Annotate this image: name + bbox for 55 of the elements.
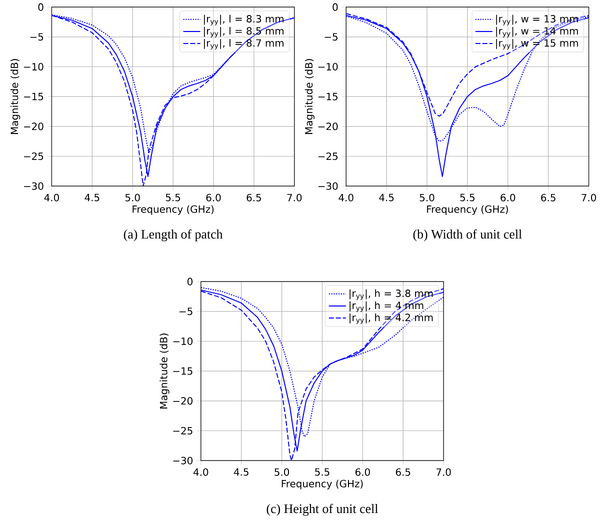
x-tick-label: 4.0 xyxy=(44,194,59,202)
x-tick-label: 4.5 xyxy=(379,194,394,202)
x-tick-label: 7.0 xyxy=(287,194,302,202)
y-tick-label: 0 xyxy=(187,278,192,286)
x-tick-label: 4.5 xyxy=(84,194,100,202)
y-tick-label: −15 xyxy=(173,367,192,375)
x-axis-title: Frequency (GHz) xyxy=(282,480,363,490)
x-tick-label: 5.5 xyxy=(166,194,180,202)
y-axis-title: Magnitude (dB) xyxy=(10,58,20,134)
x-axis-title: Frequency (GHz) xyxy=(427,205,508,215)
y-tick-label: 0 xyxy=(332,3,338,11)
y-tick-label: −5 xyxy=(180,308,192,316)
x-tick-label: 6.5 xyxy=(541,194,556,202)
legend-label: |r$_{yy}$|, l = 8.7 mm xyxy=(204,38,284,50)
y-tick-label: −15 xyxy=(24,92,44,100)
y-tick-label: −5 xyxy=(324,33,338,41)
y-axis-title: Magnitude (dB) xyxy=(304,58,315,134)
text: (c) Height of unit cell xyxy=(266,504,378,516)
x-tick-label: 5.5 xyxy=(315,468,330,476)
y-tick-label: −30 xyxy=(24,182,44,190)
x-tick-label: 5.0 xyxy=(274,468,290,476)
x-tick-label: 6.5 xyxy=(246,194,261,202)
y-tick-label: −10 xyxy=(24,62,44,70)
x-tick-label: 6.0 xyxy=(206,194,221,202)
y-tick-label: −25 xyxy=(173,426,192,434)
y-tick-label: −10 xyxy=(318,62,338,70)
y-tick-label: −30 xyxy=(173,456,192,464)
x-tick-label: 7.0 xyxy=(582,194,596,202)
y-tick-label: −20 xyxy=(173,397,192,405)
y-axis-title: Magnitude (dB) xyxy=(160,333,170,408)
x-tick-label: 4.5 xyxy=(234,468,248,476)
y-tick-label: −20 xyxy=(318,122,338,130)
text: (a) Length of patch xyxy=(124,229,223,242)
x-tick-label: 6.0 xyxy=(355,468,370,476)
text: (b) Width of unit cell xyxy=(413,229,522,242)
x-axis-title: Frequency (GHz) xyxy=(132,205,214,215)
y-tick-label: 0 xyxy=(38,3,44,11)
x-tick-label: 7.0 xyxy=(436,468,451,476)
x-tick-label: 4.0 xyxy=(193,468,208,476)
legend-label: |r$_{yy}$|, h = 3.8 mm xyxy=(350,289,433,300)
x-tick-label: 5.0 xyxy=(125,194,140,202)
legend-label: |r$_{yy}$|, l = 8.5 mm xyxy=(204,26,284,38)
y-tick-label: −15 xyxy=(318,92,338,100)
x-tick-label: 6.0 xyxy=(500,194,516,202)
y-tick-label: −25 xyxy=(318,152,338,160)
y-tick-label: −5 xyxy=(30,33,44,41)
x-tick-label: 4.0 xyxy=(338,194,354,202)
y-tick-label: −20 xyxy=(24,122,44,130)
y-tick-label: −30 xyxy=(318,182,338,190)
y-tick-label: −25 xyxy=(24,152,44,160)
x-tick-label: 5.0 xyxy=(420,194,434,202)
x-tick-label: 5.5 xyxy=(460,194,474,202)
y-tick-label: −10 xyxy=(173,337,192,345)
x-tick-label: 6.5 xyxy=(396,468,410,476)
legend-label: |r$_{yy}$|, l = 8.3 mm xyxy=(204,14,284,26)
